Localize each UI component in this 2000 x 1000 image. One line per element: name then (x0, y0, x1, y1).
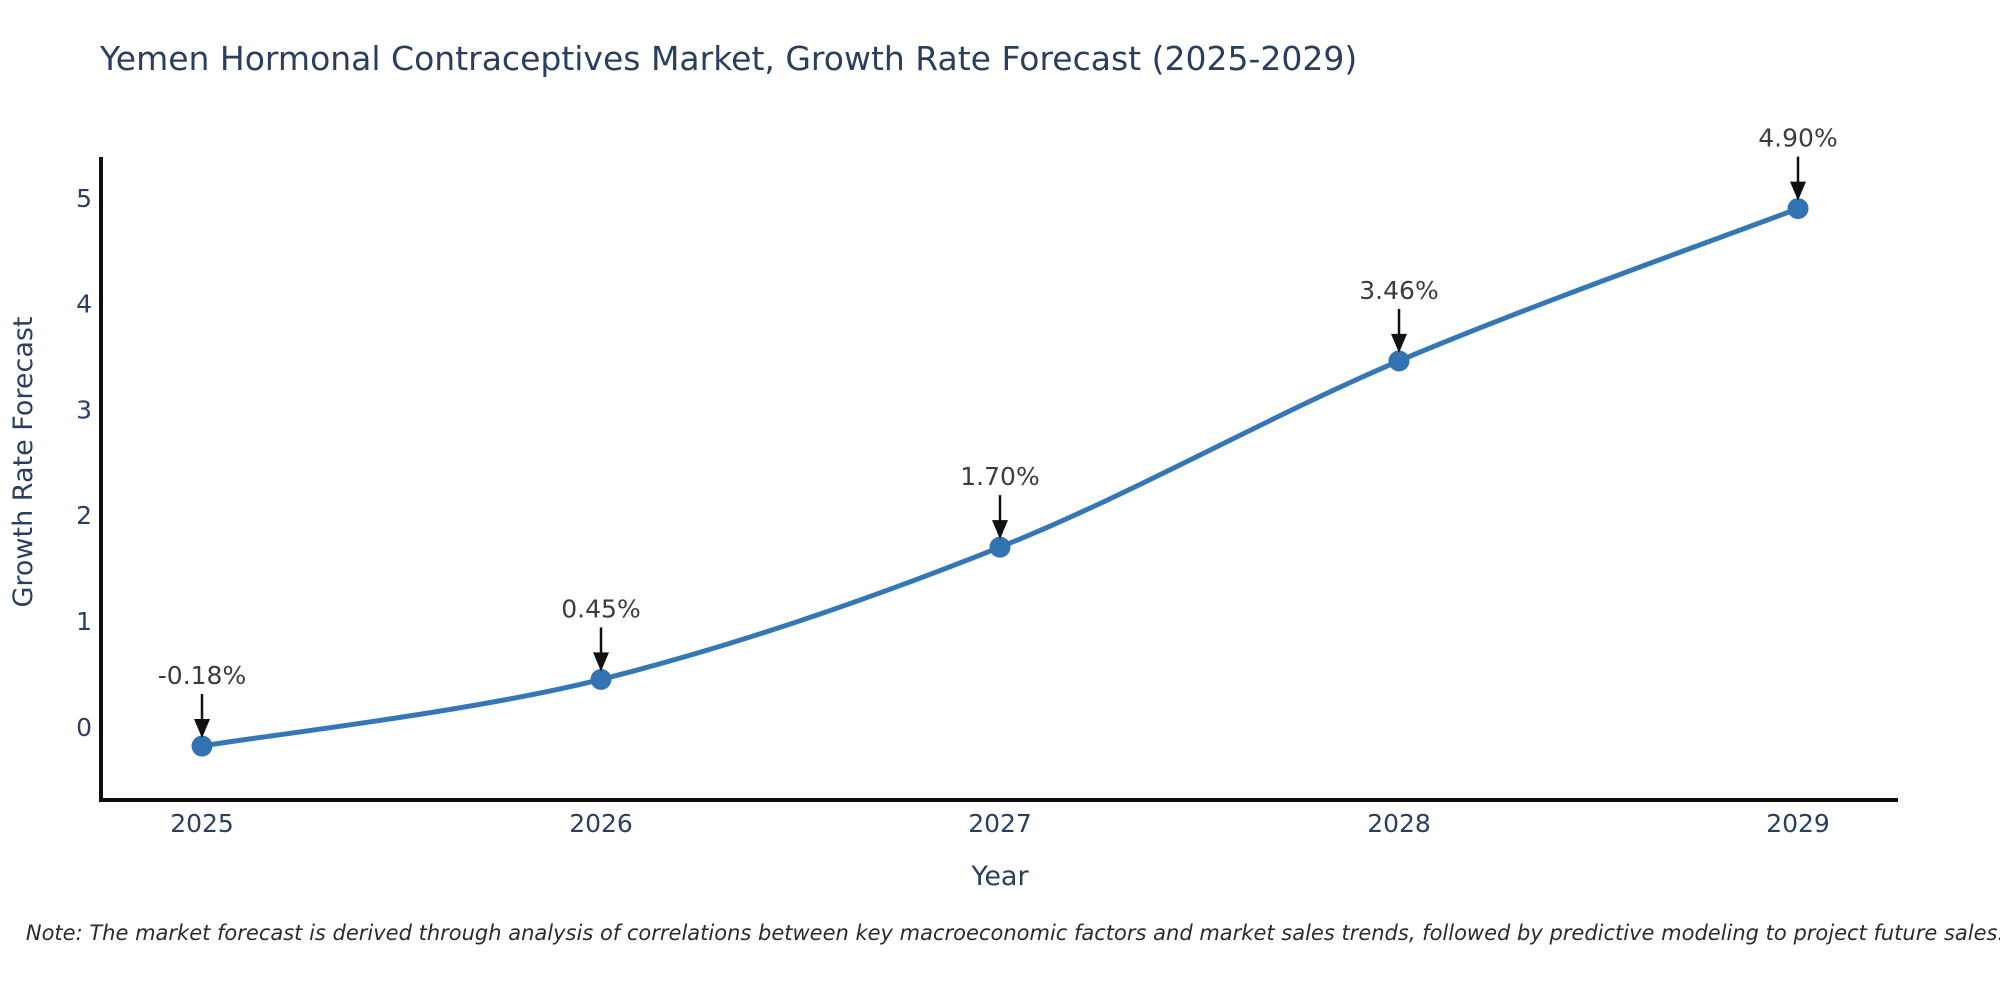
annotation-arrow-head (1790, 181, 1806, 201)
x-axis-title: Year (970, 861, 1029, 892)
y-tick-label: 1 (76, 607, 92, 636)
chart-title: Yemen Hormonal Contraceptives Market, Gr… (99, 39, 1357, 78)
data-point-marker (1388, 350, 1410, 372)
y-tick-label: 3 (76, 395, 92, 424)
point-value-label: 4.90% (1758, 124, 1837, 153)
point-value-label: 1.70% (960, 462, 1039, 491)
y-tick-label: 4 (76, 290, 92, 319)
point-value-label: 0.45% (561, 594, 640, 623)
annotation-arrow-head (194, 719, 210, 739)
y-axis-tick-labels: 0 1 2 3 4 5 (76, 184, 92, 742)
y-tick-label: 5 (76, 184, 92, 213)
x-axis-tick-labels: 2025 2026 2027 2028 2029 (170, 809, 1830, 838)
x-tick-label: 2026 (569, 809, 633, 838)
x-tick-label: 2027 (968, 809, 1032, 838)
y-tick-label: 0 (76, 713, 92, 742)
data-point-marker (590, 668, 612, 690)
annotation-arrow-head (1391, 333, 1407, 353)
annotation-arrow-head (992, 520, 1008, 540)
point-value-label: -0.18% (158, 661, 246, 690)
x-tick-label: 2029 (1766, 809, 1830, 838)
x-tick-label: 2025 (170, 809, 234, 838)
annotation-layer: -0.18% 0.45% 1.70% 3.46% 4.90% (158, 124, 1838, 739)
line-series-layer (191, 198, 1809, 757)
point-value-label: 3.46% (1359, 276, 1438, 305)
data-point-marker (1787, 198, 1809, 220)
annotation-arrow-head (593, 652, 609, 672)
footnote: Note: The market forecast is derived thr… (26, 921, 2000, 945)
y-tick-label: 2 (76, 501, 92, 530)
x-tick-label: 2028 (1367, 809, 1431, 838)
data-point-marker (989, 536, 1011, 558)
y-axis-title: Growth Rate Forecast (8, 316, 39, 607)
data-point-marker (191, 735, 213, 757)
